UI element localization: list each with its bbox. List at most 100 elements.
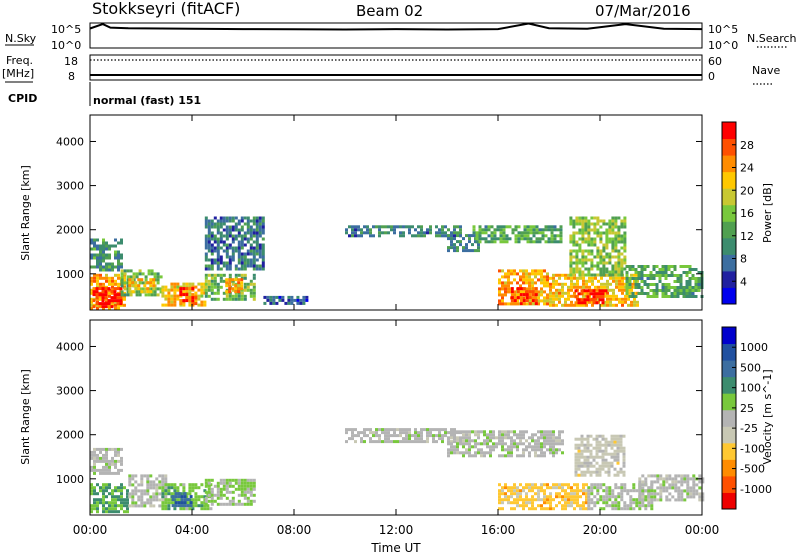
velocity-cell: [474, 454, 477, 458]
velocity-cell: [149, 501, 153, 505]
velocity-cell: [644, 477, 648, 481]
power-cell: [572, 219, 576, 223]
power-cell: [614, 270, 618, 274]
power-cell: [228, 290, 232, 294]
velocity-cell: [607, 443, 611, 447]
velocity-cell: [194, 498, 198, 502]
power-cell: [516, 302, 519, 306]
power-cell: [593, 222, 597, 226]
power-cell: [255, 225, 259, 229]
velocity-cell: [692, 492, 696, 496]
velocity-cell: [174, 504, 178, 508]
power-cell: [605, 246, 609, 250]
velocity-cell: [108, 492, 111, 496]
power-cell: [216, 255, 220, 259]
power-cell: [640, 274, 644, 277]
velocity-cell: [140, 489, 144, 493]
velocity-cell: [576, 495, 579, 499]
power-colorbar-tick-label: 28: [740, 139, 754, 152]
velocity-cell: [495, 442, 498, 446]
power-cell: [222, 222, 226, 226]
velocity-cell: [549, 451, 552, 455]
power-cell: [513, 290, 516, 294]
power-cell: [549, 276, 552, 280]
power-cell: [210, 243, 214, 247]
velocity-cell: [170, 492, 174, 496]
velocity-cell: [647, 498, 651, 502]
velocity-cell: [531, 501, 534, 505]
power-cell: [628, 295, 632, 298]
velocity-cell: [570, 498, 573, 502]
power-cell: [655, 292, 659, 295]
power-cell: [402, 225, 405, 229]
power-cell: [126, 275, 130, 279]
velocity-cell: [105, 501, 108, 505]
power-cell: [617, 216, 621, 220]
power-cell: [655, 295, 659, 298]
power-cell: [498, 299, 501, 303]
power-cell: [581, 261, 585, 265]
velocity-cell: [246, 484, 250, 488]
velocity-cell: [447, 431, 450, 435]
power-cell: [592, 295, 596, 299]
power-ytick-label: 2000: [56, 224, 84, 237]
velocity-cell: [120, 483, 123, 487]
velocity-cell: [599, 486, 603, 490]
velocity-cell: [605, 504, 609, 508]
power-cell: [538, 240, 542, 244]
power-cell: [246, 249, 250, 253]
power-cell: [114, 265, 117, 269]
velocity-cell: [155, 486, 159, 490]
power-cell: [581, 255, 585, 259]
velocity-cell: [243, 502, 247, 506]
power-cell: [643, 283, 647, 286]
power-cell: [240, 267, 244, 271]
velocity-cell: [573, 492, 576, 496]
power-cell: [258, 267, 262, 271]
power-cell: [411, 225, 414, 229]
velocity-cell: [525, 430, 528, 434]
velocity-cell: [525, 483, 528, 487]
power-cell: [475, 237, 479, 241]
power-cell: [590, 237, 594, 241]
velocity-cell: [540, 451, 543, 455]
power-cell: [553, 225, 557, 229]
power-cell: [468, 234, 471, 238]
power-cell: [450, 237, 453, 241]
power-cell: [540, 290, 543, 294]
velocity-cell: [134, 501, 138, 505]
power-cell: [575, 243, 579, 247]
velocity-cell: [357, 431, 360, 435]
power-cell: [550, 231, 554, 235]
velocity-cell: [668, 486, 672, 490]
power-cell: [225, 281, 229, 285]
velocity-cell: [620, 507, 624, 511]
power-cell: [105, 247, 108, 251]
velocity-cell: [607, 461, 611, 465]
velocity-cell: [601, 434, 605, 438]
power-cell: [502, 234, 506, 238]
velocity-cell: [504, 454, 507, 458]
power-colorbar-segment: [722, 188, 736, 206]
power-cell: [120, 278, 124, 282]
power-cell: [643, 265, 647, 268]
power-cell: [351, 225, 354, 229]
velocity-cell: [531, 483, 534, 487]
power-cell: [514, 240, 518, 244]
velocity-cell: [143, 504, 147, 508]
velocity-cell: [468, 433, 471, 437]
power-cell: [510, 302, 514, 306]
nsky-line: [89, 22, 703, 31]
power-cell: [423, 234, 426, 238]
power-cell: [649, 283, 653, 286]
power-cell: [228, 267, 232, 271]
velocity-cell: [619, 437, 623, 441]
power-cell: [240, 278, 244, 282]
velocity-cell: [105, 453, 108, 457]
power-cell: [96, 244, 99, 248]
power-cell: [589, 292, 593, 296]
velocity-cell: [650, 474, 654, 478]
velocity-cell: [534, 439, 537, 443]
velocity-cell: [659, 495, 663, 499]
power-cell: [623, 255, 627, 259]
